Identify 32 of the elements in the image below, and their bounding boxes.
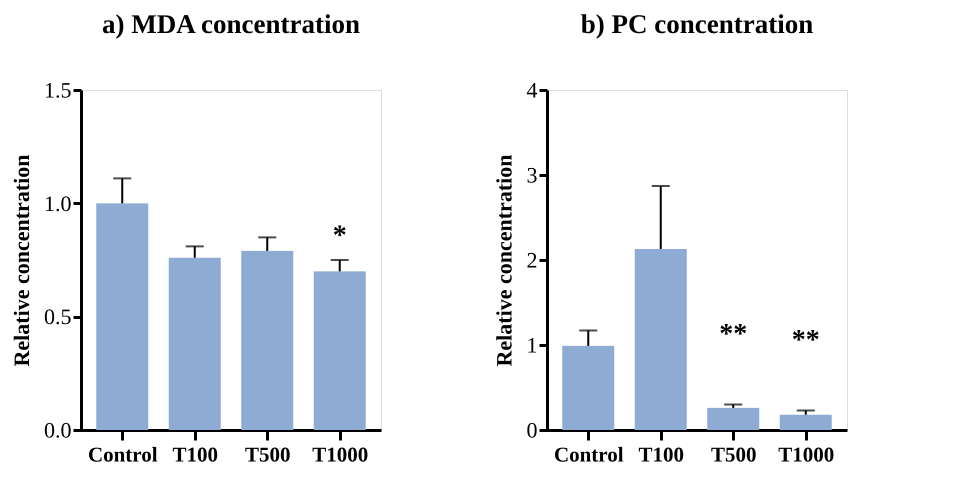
y-tick-label: 0	[526, 418, 538, 442]
bar	[707, 408, 760, 430]
x-tick-label: T1000	[312, 442, 368, 466]
x-tick-label: T100	[172, 442, 218, 466]
annotation: *	[332, 220, 347, 251]
bar	[168, 258, 221, 430]
x-tick-label: T100	[638, 442, 684, 466]
annotation: **	[719, 318, 748, 350]
y-tick-label: 3	[526, 162, 538, 188]
bar	[96, 203, 148, 430]
y-tick-label: 4	[526, 78, 538, 102]
chart-title: a) MDA concentration	[102, 9, 360, 39]
x-tick-label: T500	[710, 442, 757, 466]
y-tick-label: 0.0	[44, 418, 72, 442]
y-tick-label: 1.5	[44, 78, 72, 102]
bar	[241, 250, 294, 430]
x-tick-label: Control	[554, 442, 624, 466]
x-tick-label: T500	[244, 442, 291, 466]
chart-title: b) PC concentration	[580, 9, 814, 39]
bar	[562, 346, 614, 430]
y-tick-label: 1	[526, 332, 538, 358]
y-tick-label: 2	[526, 248, 538, 272]
y-axis-title: Relative concentration	[492, 154, 516, 366]
y-tick-label: 1.0	[44, 190, 72, 216]
x-tick-label: Control	[88, 442, 158, 466]
y-tick-label: 0.5	[44, 304, 72, 330]
bar	[314, 271, 366, 430]
y-axis-title: Relative concentration	[9, 154, 34, 366]
x-tick-label: T1000	[778, 442, 834, 466]
bar	[780, 414, 832, 430]
bar	[634, 248, 687, 430]
annotation: **	[792, 324, 820, 356]
